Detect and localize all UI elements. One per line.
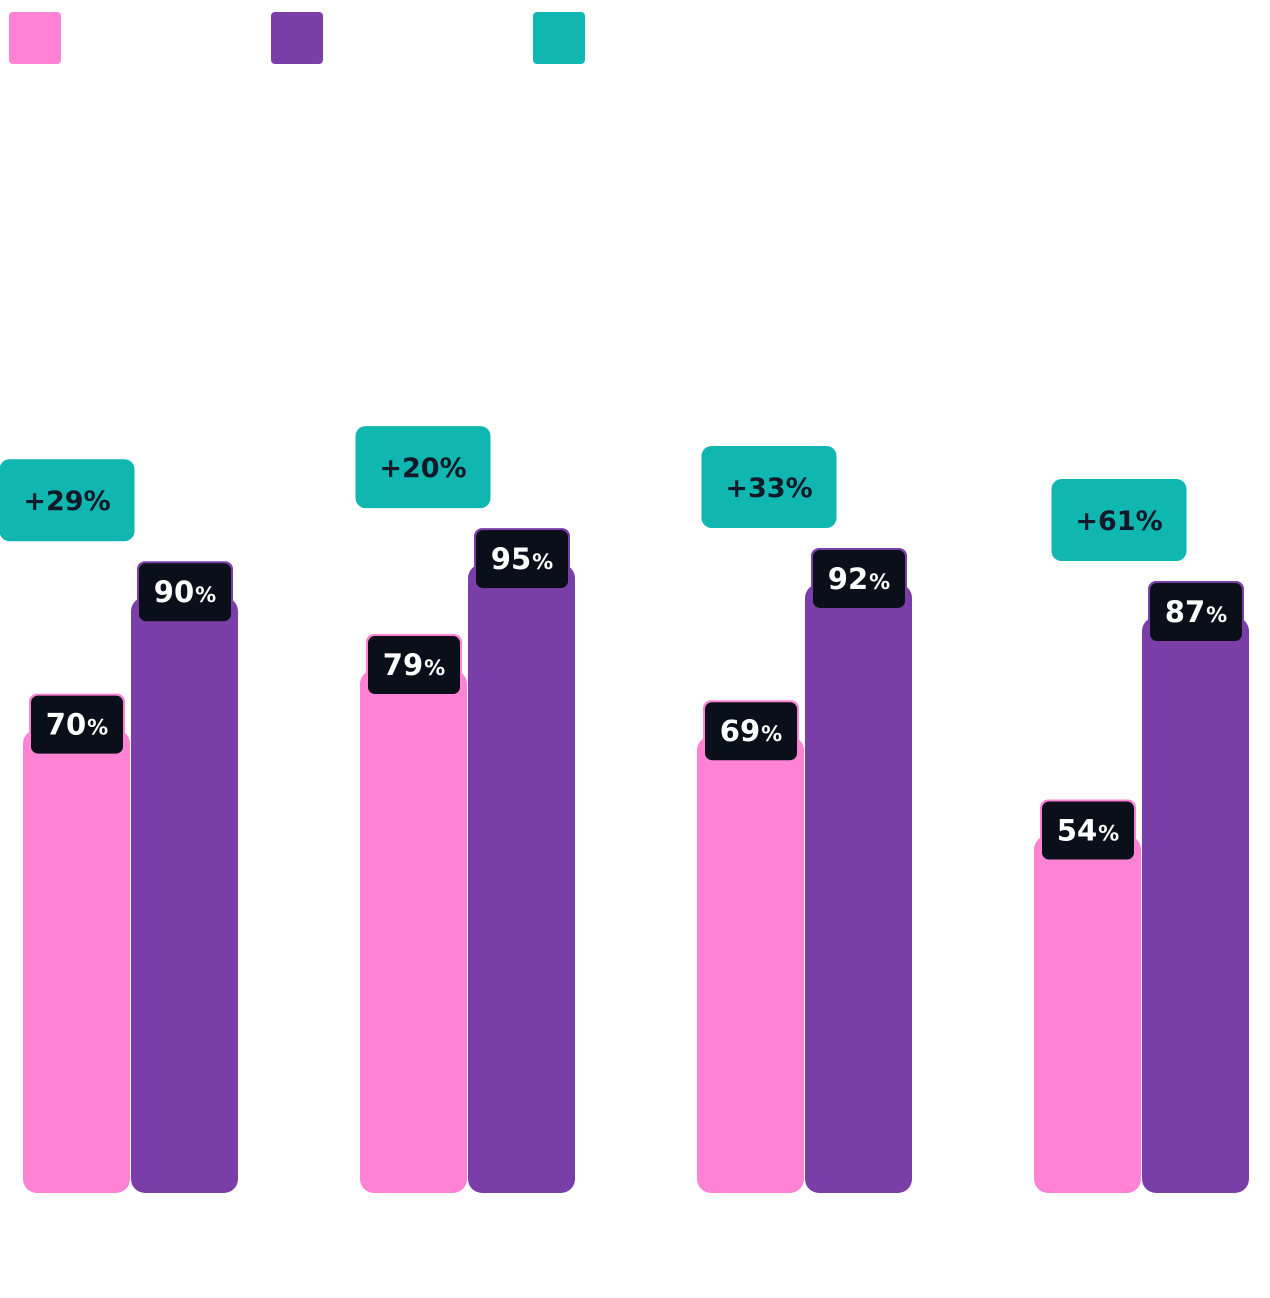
bar-series-2-cat-1 xyxy=(131,597,238,1193)
delta-badge-text: +29% xyxy=(23,486,110,517)
legend-swatch-series-1 xyxy=(9,12,61,64)
bar-series-2-cat-4 xyxy=(1142,617,1249,1193)
bar-series-2-cat-2 xyxy=(468,564,575,1193)
value-label-text: 54% xyxy=(1057,814,1119,848)
bar-series-1-cat-4 xyxy=(1034,835,1141,1193)
value-label-text: 69% xyxy=(720,714,782,748)
delta-badge-box xyxy=(0,459,135,542)
value-label-box xyxy=(705,702,797,761)
value-label-box xyxy=(476,530,568,589)
value-label-series-2-cat-3: 92% xyxy=(811,547,907,610)
value-label-series-1-cat-1: 70% xyxy=(29,693,125,756)
value-label-box xyxy=(31,695,123,754)
value-label-text: 70% xyxy=(46,708,108,742)
value-label-box xyxy=(1150,583,1242,642)
delta-badges: +29% +20% +33% +61% xyxy=(0,426,1187,562)
value-label-box xyxy=(139,563,231,622)
value-label-text: 92% xyxy=(828,562,890,596)
value-label-series-1-cat-2: 79% xyxy=(366,634,462,697)
value-label-box xyxy=(1042,801,1134,860)
delta-badge-box xyxy=(355,426,491,509)
legend xyxy=(9,12,585,64)
value-label-series-1-cat-3: 69% xyxy=(703,700,799,763)
bars: 70% 79% 69% 54% 90% 95% 92% 87% xyxy=(23,528,1249,1193)
delta-badge-text: +20% xyxy=(379,453,466,484)
delta-badge-cat-4: +61% xyxy=(1051,479,1187,562)
delta-badge-box xyxy=(1051,479,1187,562)
value-label-text: 79% xyxy=(383,648,445,682)
delta-badge-cat-3: +33% xyxy=(701,445,837,528)
value-label-box xyxy=(813,549,905,608)
legend-swatch-delta xyxy=(533,12,585,64)
bar-series-1-cat-2 xyxy=(360,670,467,1193)
value-label-text: 90% xyxy=(154,575,216,609)
bar-series-1-cat-1 xyxy=(23,729,130,1193)
value-label-box xyxy=(368,636,460,695)
delta-badge-box xyxy=(701,445,837,528)
value-label-series-2-cat-2: 95% xyxy=(474,528,570,591)
value-label-series-2-cat-1: 90% xyxy=(137,561,233,624)
value-label-text: 95% xyxy=(491,542,553,576)
delta-badge-cat-1: +29% xyxy=(0,459,135,542)
value-label-text: 87% xyxy=(1165,595,1227,629)
value-label-series-1-cat-4: 54% xyxy=(1040,799,1136,862)
bar-series-1-cat-3 xyxy=(697,736,804,1193)
delta-badge-text: +33% xyxy=(725,473,812,504)
bar-series-2-cat-3 xyxy=(805,583,912,1193)
legend-swatch-series-2 xyxy=(271,12,323,64)
value-label-series-2-cat-4: 87% xyxy=(1148,581,1244,644)
delta-badge-cat-2: +20% xyxy=(355,426,491,509)
delta-badge-text: +61% xyxy=(1075,506,1162,537)
